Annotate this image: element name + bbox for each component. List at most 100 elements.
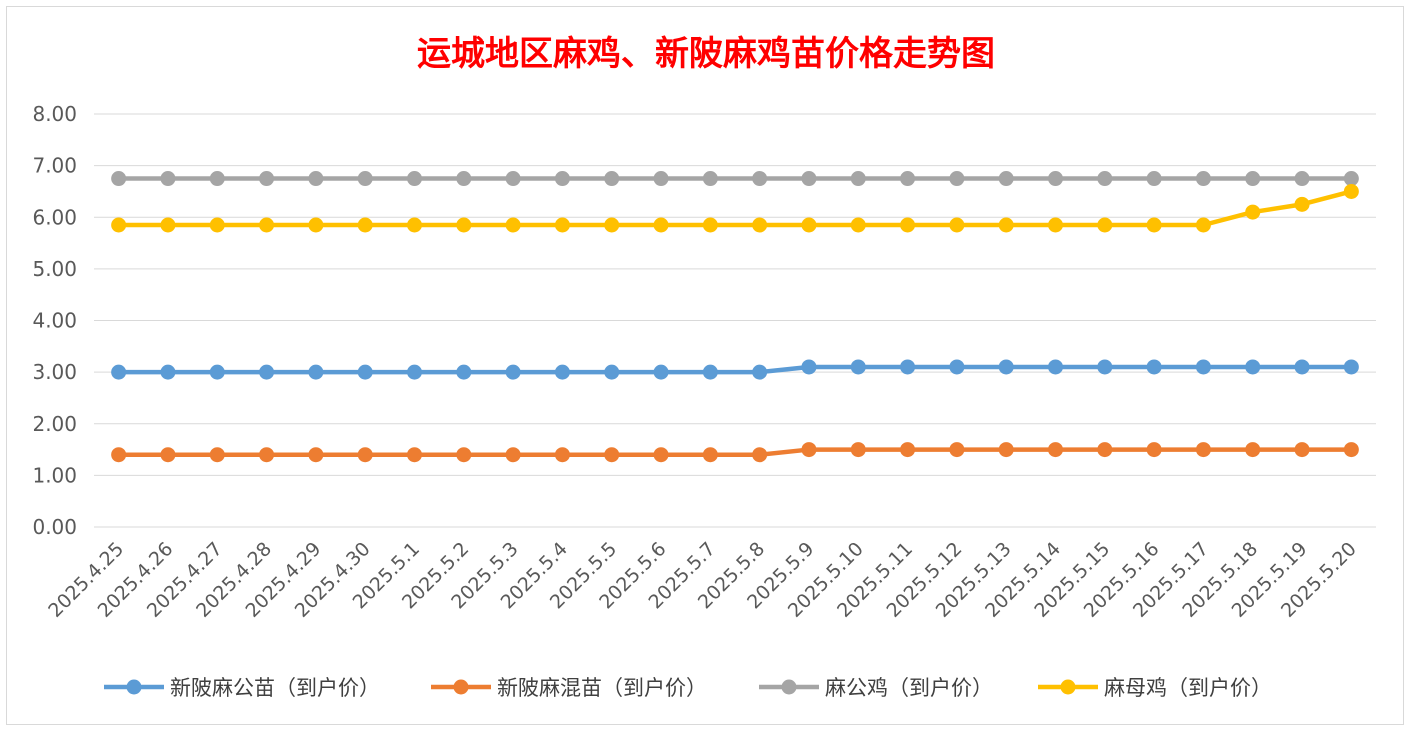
legend-label: 麻公鸡（到户价） bbox=[825, 676, 993, 700]
data-point bbox=[1245, 442, 1261, 458]
data-point bbox=[505, 217, 521, 233]
data-point bbox=[456, 447, 472, 463]
data-point bbox=[1097, 359, 1113, 375]
data-point bbox=[998, 442, 1014, 458]
legend-marker bbox=[126, 679, 142, 695]
data-point bbox=[949, 217, 965, 233]
data-point bbox=[653, 364, 669, 380]
y-tick-label: 2.00 bbox=[32, 412, 77, 436]
data-point bbox=[752, 364, 768, 380]
data-point bbox=[1097, 171, 1113, 187]
data-point bbox=[111, 364, 127, 380]
legend-item: 新陂麻公苗（到户价） bbox=[104, 676, 380, 700]
series-group bbox=[111, 183, 1359, 233]
data-point bbox=[850, 442, 866, 458]
legend-item: 麻母鸡（到户价） bbox=[1038, 676, 1272, 700]
data-point bbox=[1245, 204, 1261, 220]
data-point bbox=[259, 447, 275, 463]
data-point bbox=[1343, 359, 1359, 375]
data-point bbox=[949, 442, 965, 458]
data-point bbox=[1343, 171, 1359, 187]
data-point bbox=[554, 171, 570, 187]
data-point bbox=[1146, 217, 1162, 233]
data-point bbox=[505, 364, 521, 380]
y-tick-label: 3.00 bbox=[32, 360, 77, 384]
data-point bbox=[1245, 359, 1261, 375]
data-point bbox=[357, 217, 373, 233]
data-point bbox=[900, 359, 916, 375]
data-point bbox=[1146, 442, 1162, 458]
legend-marker bbox=[453, 679, 469, 695]
data-point bbox=[604, 217, 620, 233]
data-point bbox=[160, 447, 176, 463]
data-point bbox=[604, 447, 620, 463]
data-point bbox=[111, 217, 127, 233]
data-point bbox=[949, 359, 965, 375]
data-point bbox=[209, 447, 225, 463]
series-group bbox=[111, 171, 1359, 187]
data-point bbox=[308, 364, 324, 380]
data-point bbox=[1294, 196, 1310, 212]
series-group bbox=[111, 442, 1359, 463]
data-point bbox=[554, 217, 570, 233]
data-point bbox=[752, 171, 768, 187]
data-point bbox=[407, 171, 422, 187]
data-point bbox=[259, 364, 275, 380]
data-point bbox=[407, 447, 422, 463]
data-point bbox=[702, 364, 718, 380]
data-point bbox=[752, 217, 768, 233]
data-point bbox=[1343, 183, 1359, 199]
legend-marker bbox=[1060, 679, 1076, 695]
data-point bbox=[653, 217, 669, 233]
data-point bbox=[1294, 359, 1310, 375]
data-point bbox=[111, 171, 127, 187]
data-point bbox=[1195, 359, 1211, 375]
data-point bbox=[850, 359, 866, 375]
y-tick-label: 8.00 bbox=[32, 102, 77, 126]
legend-label: 新陂麻公苗（到户价） bbox=[170, 676, 380, 700]
data-point bbox=[900, 217, 916, 233]
data-point bbox=[1097, 217, 1113, 233]
series-line bbox=[118, 447, 1352, 457]
series-group bbox=[111, 359, 1359, 380]
data-point bbox=[407, 364, 422, 380]
data-point bbox=[160, 217, 176, 233]
data-point bbox=[1195, 442, 1211, 458]
legend-item: 新陂麻混苗（到户价） bbox=[431, 676, 707, 700]
y-tick-label: 4.00 bbox=[32, 309, 77, 333]
data-point bbox=[1146, 171, 1162, 187]
y-tick-label: 5.00 bbox=[32, 257, 77, 281]
data-point bbox=[850, 171, 866, 187]
data-point bbox=[998, 171, 1014, 187]
data-point bbox=[1195, 171, 1211, 187]
data-point bbox=[209, 217, 225, 233]
data-point bbox=[752, 447, 768, 463]
chart-frame: 运城地区麻鸡、新陂麻鸡苗价格走势图 0.00 1.00 2.00 3.00 4.00 5.… bbox=[6, 6, 1404, 725]
data-point bbox=[209, 171, 225, 187]
data-point bbox=[801, 442, 817, 458]
data-point bbox=[801, 171, 817, 187]
data-point bbox=[456, 364, 472, 380]
legend-label: 麻母鸡（到户价） bbox=[1104, 676, 1272, 700]
data-point bbox=[998, 217, 1014, 233]
data-point bbox=[702, 171, 718, 187]
data-point bbox=[357, 364, 373, 380]
data-point bbox=[1195, 217, 1211, 233]
y-tick-label: 7.00 bbox=[32, 154, 77, 178]
data-point bbox=[604, 171, 620, 187]
y-tick-label: 6.00 bbox=[32, 205, 77, 229]
data-point bbox=[259, 217, 275, 233]
data-point bbox=[1146, 359, 1162, 375]
data-point bbox=[1343, 442, 1359, 458]
chart-title: 运城地区麻鸡、新陂麻鸡苗价格走势图 bbox=[417, 34, 995, 74]
data-point bbox=[111, 447, 127, 463]
data-point bbox=[1245, 171, 1261, 187]
data-point bbox=[900, 442, 916, 458]
series-line bbox=[118, 189, 1352, 228]
series-line bbox=[118, 364, 1352, 375]
data-point bbox=[160, 171, 176, 187]
data-point bbox=[357, 171, 373, 187]
data-point bbox=[1048, 442, 1063, 458]
data-point bbox=[850, 217, 866, 233]
legend-label: 新陂麻混苗（到户价） bbox=[497, 676, 707, 700]
